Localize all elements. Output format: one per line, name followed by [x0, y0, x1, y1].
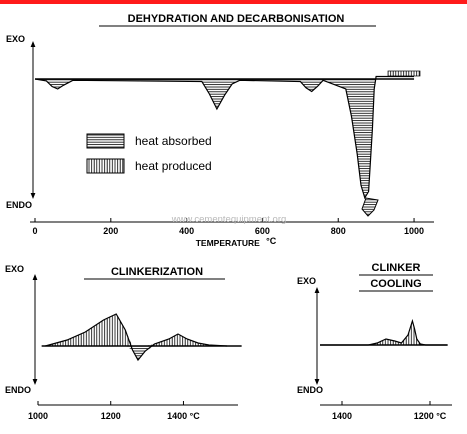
chart-top-x-tick-label-800: 800 — [331, 226, 346, 236]
chart-top-x-tick-label-600: 600 — [255, 226, 270, 236]
chart-clinker-cooling-title-line-2: COOLING — [370, 278, 421, 290]
chart-clinker-cooling-dta-curve — [320, 318, 448, 346]
chart-top-end-step — [387, 70, 421, 77]
chart-clinkerization-x-tick-label-1400: 1400 °C — [167, 411, 200, 421]
top-color-bar — [0, 0, 467, 4]
chart-clinker-cooling-heat-produced-fill — [320, 321, 448, 345]
legend-label-heat-produced: heat produced — [135, 159, 212, 173]
chart-clinkerization-x-tick-label-1200: 1200 — [101, 411, 121, 421]
chart-clinkerization-heat-produced-fill — [45, 314, 228, 346]
chart-clinkerization-title: CLINKERIZATION — [111, 266, 203, 278]
chart-clinker-cooling-x-ticks: 1400 1200 °C — [332, 401, 447, 421]
chart-clinkerization-heat-absorbed-fill — [45, 346, 228, 360]
chart-top-dta-curve — [34, 75, 414, 200]
chart-top-x-axis-label: TEMPERATURE °C — [196, 236, 277, 248]
chart-top-exo-label: EXO — [6, 34, 25, 44]
chart-top-endo-label: ENDO — [6, 200, 32, 210]
chart-top-title: DEHYDRATION AND DECARBONISATION — [128, 13, 345, 25]
chart-top-peak-tail — [361, 197, 379, 217]
chart-top-x-tick-label-400: 400 — [179, 226, 194, 236]
chart-clinker-cooling-x-tick-label-1200: 1200 °C — [414, 411, 447, 421]
chart-top-x-tick-label-1000: 1000 — [404, 226, 424, 236]
chart-clinkerization-x-tick-label-1000: 1000 — [28, 411, 48, 421]
chart-top-x-tick-label-0: 0 — [32, 226, 37, 236]
chart-clinkerization: CLINKERIZATION EXO ENDO 1000 1200 1400 °C — [5, 264, 242, 421]
legend-label-heat-absorbed: heat absorbed — [135, 134, 212, 148]
chart-top: DEHYDRATION AND DECARBONISATION EXO ENDO… — [6, 13, 434, 248]
chart-clinkerization-dta-curve — [45, 313, 228, 362]
chart-clinker-cooling: CLINKER COOLING EXO ENDO 1400 1200 °C — [297, 262, 452, 421]
chart-clinker-cooling-exo-label: EXO — [297, 276, 316, 286]
legend-swatch-heat-produced — [86, 158, 125, 174]
chart-top-x-ticks: 0 200 400 600 800 1000 — [32, 218, 424, 236]
chart-clinkerization-exo-label: EXO — [5, 264, 24, 274]
chart-clinker-cooling-x-tick-label-1400: 1400 — [332, 411, 352, 421]
chart-clinker-cooling-title-line-1: CLINKER — [372, 262, 421, 274]
chart-clinker-cooling-endo-label: ENDO — [297, 385, 323, 395]
watermark-text: www.cementequipment.org — [171, 214, 287, 225]
chart-clinkerization-x-ticks: 1000 1200 1400 °C — [28, 401, 200, 421]
chart-clinkerization-endo-label: ENDO — [5, 385, 31, 395]
legend-swatch-heat-absorbed — [86, 133, 125, 149]
chart-top-x-tick-label-200: 200 — [103, 226, 118, 236]
